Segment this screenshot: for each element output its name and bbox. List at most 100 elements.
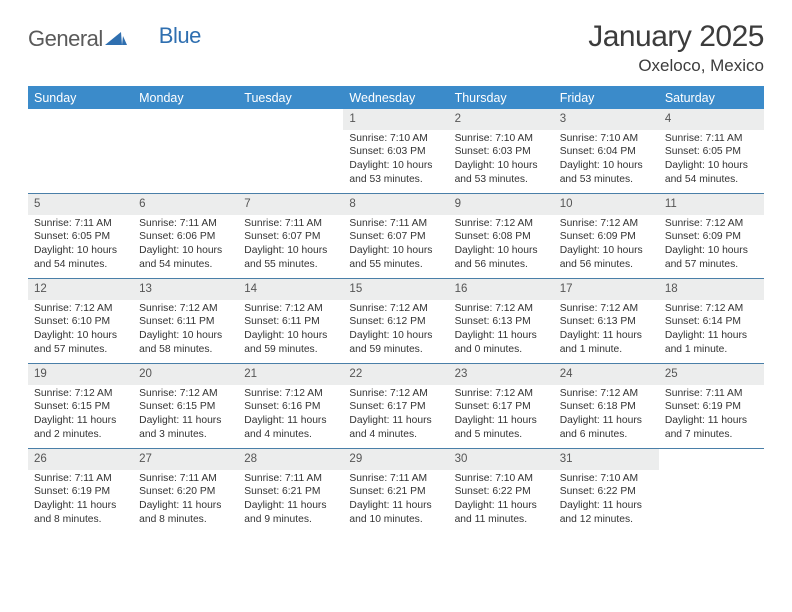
day-detail-cell: Sunrise: 7:12 AMSunset: 6:15 PMDaylight:… [133, 385, 238, 449]
daylight-line: Daylight: 11 hours and 1 minute. [665, 329, 758, 357]
sunset-line: Sunset: 6:22 PM [560, 485, 653, 499]
day-number-cell: 13 [133, 279, 238, 300]
day-detail-cell: Sunrise: 7:12 AMSunset: 6:08 PMDaylight:… [449, 215, 554, 279]
daylight-line: Daylight: 11 hours and 1 minute. [560, 329, 653, 357]
day-number-cell: 8 [343, 194, 448, 215]
day-number-cell: 31 [554, 449, 659, 470]
sunrise-line: Sunrise: 7:11 AM [34, 472, 127, 486]
day-number-cell: 14 [238, 279, 343, 300]
sunrise-line: Sunrise: 7:12 AM [244, 302, 337, 316]
daylight-line: Daylight: 10 hours and 53 minutes. [455, 159, 548, 187]
sunrise-line: Sunrise: 7:11 AM [244, 472, 337, 486]
day-detail-cell: Sunrise: 7:12 AMSunset: 6:17 PMDaylight:… [449, 385, 554, 449]
day-number-cell: 23 [449, 364, 554, 385]
day-number-row: 262728293031 [28, 449, 764, 470]
day-detail-cell [238, 130, 343, 194]
day-number-cell: 27 [133, 449, 238, 470]
day-detail-cell: Sunrise: 7:11 AMSunset: 6:07 PMDaylight:… [238, 215, 343, 279]
daylight-line: Daylight: 11 hours and 9 minutes. [244, 499, 337, 527]
daylight-line: Daylight: 11 hours and 10 minutes. [349, 499, 442, 527]
day-number-cell: 19 [28, 364, 133, 385]
daylight-line: Daylight: 11 hours and 2 minutes. [34, 414, 127, 442]
sunrise-line: Sunrise: 7:12 AM [455, 217, 548, 231]
day-detail-cell: Sunrise: 7:11 AMSunset: 6:19 PMDaylight:… [659, 385, 764, 449]
day-number-cell: 7 [238, 194, 343, 215]
day-detail-cell: Sunrise: 7:12 AMSunset: 6:17 PMDaylight:… [343, 385, 448, 449]
daylight-line: Daylight: 10 hours and 53 minutes. [560, 159, 653, 187]
sunset-line: Sunset: 6:19 PM [665, 400, 758, 414]
sunset-line: Sunset: 6:05 PM [665, 145, 758, 159]
sunrise-line: Sunrise: 7:11 AM [139, 472, 232, 486]
day-number-cell [659, 449, 764, 470]
sunset-line: Sunset: 6:08 PM [455, 230, 548, 244]
daylight-line: Daylight: 10 hours and 59 minutes. [349, 329, 442, 357]
sunset-line: Sunset: 6:03 PM [349, 145, 442, 159]
day-detail-cell [659, 470, 764, 534]
day-detail-cell: Sunrise: 7:10 AMSunset: 6:04 PMDaylight:… [554, 130, 659, 194]
day-number-cell: 5 [28, 194, 133, 215]
day-number-row: 567891011 [28, 194, 764, 215]
sunrise-line: Sunrise: 7:12 AM [560, 217, 653, 231]
col-wednesday: Wednesday [343, 86, 448, 109]
day-detail-row: Sunrise: 7:10 AMSunset: 6:03 PMDaylight:… [28, 130, 764, 194]
sunset-line: Sunset: 6:03 PM [455, 145, 548, 159]
day-number-cell: 28 [238, 449, 343, 470]
day-detail-cell: Sunrise: 7:11 AMSunset: 6:21 PMDaylight:… [238, 470, 343, 534]
col-thursday: Thursday [449, 86, 554, 109]
sunrise-line: Sunrise: 7:12 AM [34, 302, 127, 316]
sunset-line: Sunset: 6:15 PM [139, 400, 232, 414]
day-number-cell: 20 [133, 364, 238, 385]
sunset-line: Sunset: 6:09 PM [560, 230, 653, 244]
header: General Blue January 2025 Oxeloco, Mexic… [28, 20, 764, 76]
day-number-cell: 15 [343, 279, 448, 300]
sunrise-line: Sunrise: 7:11 AM [349, 217, 442, 231]
sunset-line: Sunset: 6:13 PM [455, 315, 548, 329]
sunset-line: Sunset: 6:14 PM [665, 315, 758, 329]
brand-triangle-icon [105, 30, 127, 48]
day-detail-cell: Sunrise: 7:11 AMSunset: 6:19 PMDaylight:… [28, 470, 133, 534]
sunset-line: Sunset: 6:13 PM [560, 315, 653, 329]
sunset-line: Sunset: 6:17 PM [349, 400, 442, 414]
brand-part2: Blue [159, 23, 201, 49]
day-detail-cell [28, 130, 133, 194]
day-detail-cell: Sunrise: 7:11 AMSunset: 6:20 PMDaylight:… [133, 470, 238, 534]
day-number-cell: 24 [554, 364, 659, 385]
daylight-line: Daylight: 10 hours and 58 minutes. [139, 329, 232, 357]
sunset-line: Sunset: 6:09 PM [665, 230, 758, 244]
sunset-line: Sunset: 6:20 PM [139, 485, 232, 499]
daylight-line: Daylight: 11 hours and 4 minutes. [244, 414, 337, 442]
day-number-cell [133, 109, 238, 130]
col-tuesday: Tuesday [238, 86, 343, 109]
day-detail-row: Sunrise: 7:11 AM Sunset: 6:05 PM Daylight:… [28, 215, 764, 279]
day-number-cell: 26 [28, 449, 133, 470]
daylight-line: Daylight: 11 hours and 5 minutes. [455, 414, 548, 442]
day-number-cell: 21 [238, 364, 343, 385]
sunrise-line: Sunrise: 7:12 AM [455, 387, 548, 401]
day-detail-cell: Sunrise: 7:11 AMSunset: 6:07 PMDaylight:… [343, 215, 448, 279]
title-block: January 2025 Oxeloco, Mexico [588, 20, 764, 76]
daylight-line: Daylight: 11 hours and 7 minutes. [665, 414, 758, 442]
sunset-line: Sunset: 6:06 PM [139, 230, 232, 244]
day-detail-cell: Sunrise: 7:12 AMSunset: 6:15 PMDaylight:… [28, 385, 133, 449]
day-number-cell: 25 [659, 364, 764, 385]
sunset-line: Sunset: 6:05 PM [34, 230, 127, 244]
day-number-row: 19202122232425 [28, 364, 764, 385]
sunrise-line: Sunrise: 7:12 AM [349, 302, 442, 316]
month-title: January 2025 [588, 20, 764, 54]
sunset-line: Sunset: 6:04 PM [560, 145, 653, 159]
day-detail-cell [133, 130, 238, 194]
daylight-line: Daylight: 11 hours and 8 minutes. [139, 499, 232, 527]
sunrise-line: Sunrise: 7:11 AM [244, 217, 337, 231]
day-detail-cell: Sunrise: 7:11 AMSunset: 6:05 PMDaylight:… [28, 215, 133, 279]
sunrise-line: Sunrise: 7:12 AM [349, 387, 442, 401]
daylight-line: Daylight: 10 hours and 55 minutes. [349, 244, 442, 272]
sunset-line: Sunset: 6:15 PM [34, 400, 127, 414]
daylight-line: Daylight: 10 hours and 56 minutes. [455, 244, 548, 272]
day-number-cell: 29 [343, 449, 448, 470]
sunrise-line: Sunrise: 7:10 AM [560, 472, 653, 486]
day-number-cell: 3 [554, 109, 659, 130]
day-detail-cell: Sunrise: 7:12 AMSunset: 6:10 PMDaylight:… [28, 300, 133, 364]
day-detail-cell: Sunrise: 7:12 AMSunset: 6:09 PMDaylight:… [659, 215, 764, 279]
brand-part1: General [28, 26, 103, 52]
col-friday: Friday [554, 86, 659, 109]
